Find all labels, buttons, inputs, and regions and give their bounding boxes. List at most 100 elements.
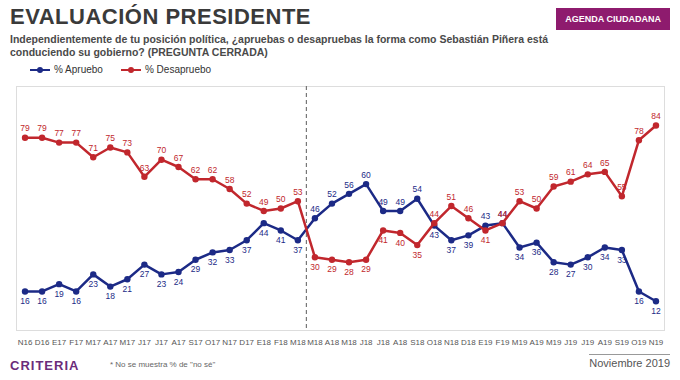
svg-text:44: 44 [498,209,508,219]
svg-text:O18: O18 [427,338,443,347]
svg-text:51: 51 [447,192,457,202]
svg-text:J17: J17 [138,338,151,347]
svg-text:54: 54 [413,184,423,194]
svg-text:44: 44 [430,209,440,219]
svg-text:29: 29 [361,264,371,274]
svg-text:41: 41 [378,235,388,245]
svg-text:12: 12 [651,306,661,316]
svg-text:A17: A17 [103,338,118,347]
svg-text:M18: M18 [290,338,306,347]
svg-text:A18: A18 [393,338,408,347]
svg-text:F19: F19 [496,338,510,347]
svg-text:49: 49 [395,197,405,207]
svg-text:33: 33 [617,255,627,265]
svg-text:16: 16 [71,296,81,306]
svg-text:N19: N19 [649,338,664,347]
svg-text:27: 27 [566,269,576,279]
svg-text:52: 52 [242,189,252,199]
svg-text:18: 18 [106,291,116,301]
svg-text:44: 44 [498,209,508,219]
svg-text:35: 35 [413,250,423,260]
svg-text:34: 34 [515,252,525,262]
svg-text:S19: S19 [615,338,630,347]
svg-text:36: 36 [532,247,542,257]
svg-text:M17: M17 [120,338,136,347]
svg-text:16: 16 [634,296,644,306]
svg-text:16: 16 [20,296,30,306]
svg-text:D18: D18 [461,338,476,347]
svg-text:A19: A19 [529,338,544,347]
svg-text:23: 23 [157,279,167,289]
svg-text:N18: N18 [444,338,459,347]
svg-text:29: 29 [327,264,337,274]
svg-text:40: 40 [395,238,405,248]
svg-text:F17: F17 [69,338,83,347]
svg-text:37: 37 [242,245,252,255]
svg-text:84: 84 [651,111,661,121]
svg-text:33: 33 [225,255,235,265]
svg-text:23: 23 [89,279,99,289]
svg-text:62: 62 [191,165,201,175]
svg-text:58: 58 [225,175,235,185]
svg-text:34: 34 [600,252,610,262]
svg-text:50: 50 [532,194,542,204]
svg-text:55: 55 [617,182,627,192]
svg-text:F18: F18 [274,338,288,347]
svg-text:A19: A19 [598,338,613,347]
svg-text:49: 49 [378,197,388,207]
svg-text:56: 56 [344,180,354,190]
svg-text:J17: J17 [155,338,168,347]
svg-text:64: 64 [583,160,593,170]
svg-text:A17: A17 [171,338,186,347]
svg-text:75: 75 [106,133,116,143]
svg-text:63: 63 [140,163,150,173]
svg-text:M18: M18 [307,338,323,347]
svg-text:M17: M17 [85,338,101,347]
svg-text:28: 28 [549,267,559,277]
svg-text:78: 78 [634,126,644,136]
svg-text:52: 52 [327,189,337,199]
svg-text:S18: S18 [410,338,425,347]
svg-text:J18: J18 [377,338,390,347]
svg-text:43: 43 [481,211,491,221]
svg-text:41: 41 [276,235,286,245]
svg-text:24: 24 [174,277,184,287]
svg-text:44: 44 [259,228,269,238]
svg-text:J19: J19 [581,338,594,347]
svg-text:39: 39 [464,240,474,250]
svg-text:N16: N16 [18,338,33,347]
svg-text:J19: J19 [564,338,577,347]
svg-text:67: 67 [174,153,184,163]
svg-text:28: 28 [344,267,354,277]
svg-text:E18: E18 [257,338,272,347]
svg-text:32: 32 [208,257,218,267]
svg-text:50: 50 [276,194,286,204]
svg-text:60: 60 [361,170,371,180]
svg-text:37: 37 [447,245,457,255]
svg-text:S17: S17 [188,338,203,347]
svg-text:65: 65 [600,158,610,168]
svg-text:E17: E17 [52,338,67,347]
svg-text:62: 62 [208,165,218,175]
svg-text:70: 70 [157,145,167,155]
svg-text:79: 79 [20,123,30,133]
svg-text:46: 46 [310,204,320,214]
svg-text:A18: A18 [325,338,340,347]
svg-text:M18: M18 [341,338,357,347]
svg-text:77: 77 [71,128,81,138]
svg-text:M19: M19 [546,338,562,347]
svg-text:37: 37 [293,245,303,255]
svg-text:77: 77 [54,128,64,138]
svg-text:N17: N17 [222,338,237,347]
svg-text:D17: D17 [239,338,254,347]
svg-text:30: 30 [583,262,593,272]
svg-text:41: 41 [481,235,491,245]
svg-text:79: 79 [37,123,47,133]
svg-text:O17: O17 [205,338,221,347]
svg-text:59: 59 [549,172,559,182]
svg-text:53: 53 [293,187,303,197]
svg-text:M19: M19 [512,338,528,347]
svg-text:E19: E19 [478,338,493,347]
svg-text:43: 43 [430,230,440,240]
svg-text:73: 73 [123,138,133,148]
